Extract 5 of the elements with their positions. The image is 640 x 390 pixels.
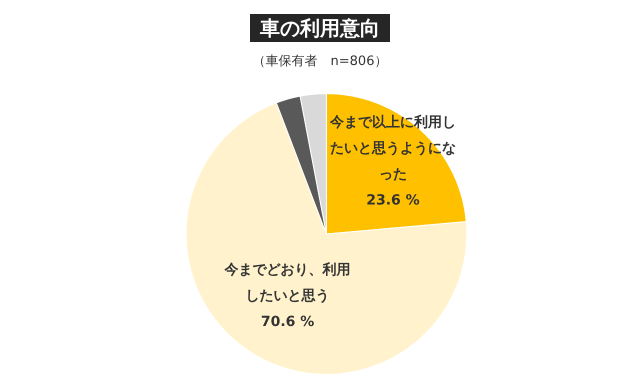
chart-title: 車の利用意向 xyxy=(259,16,380,40)
data-label: 70.6 % xyxy=(260,314,314,330)
slice-label: 今までどおり、利用したいと思う xyxy=(224,262,351,304)
chart-subtitle: （車保有者 n=806） xyxy=(252,54,388,69)
data-label: 23.6 % xyxy=(366,192,420,208)
